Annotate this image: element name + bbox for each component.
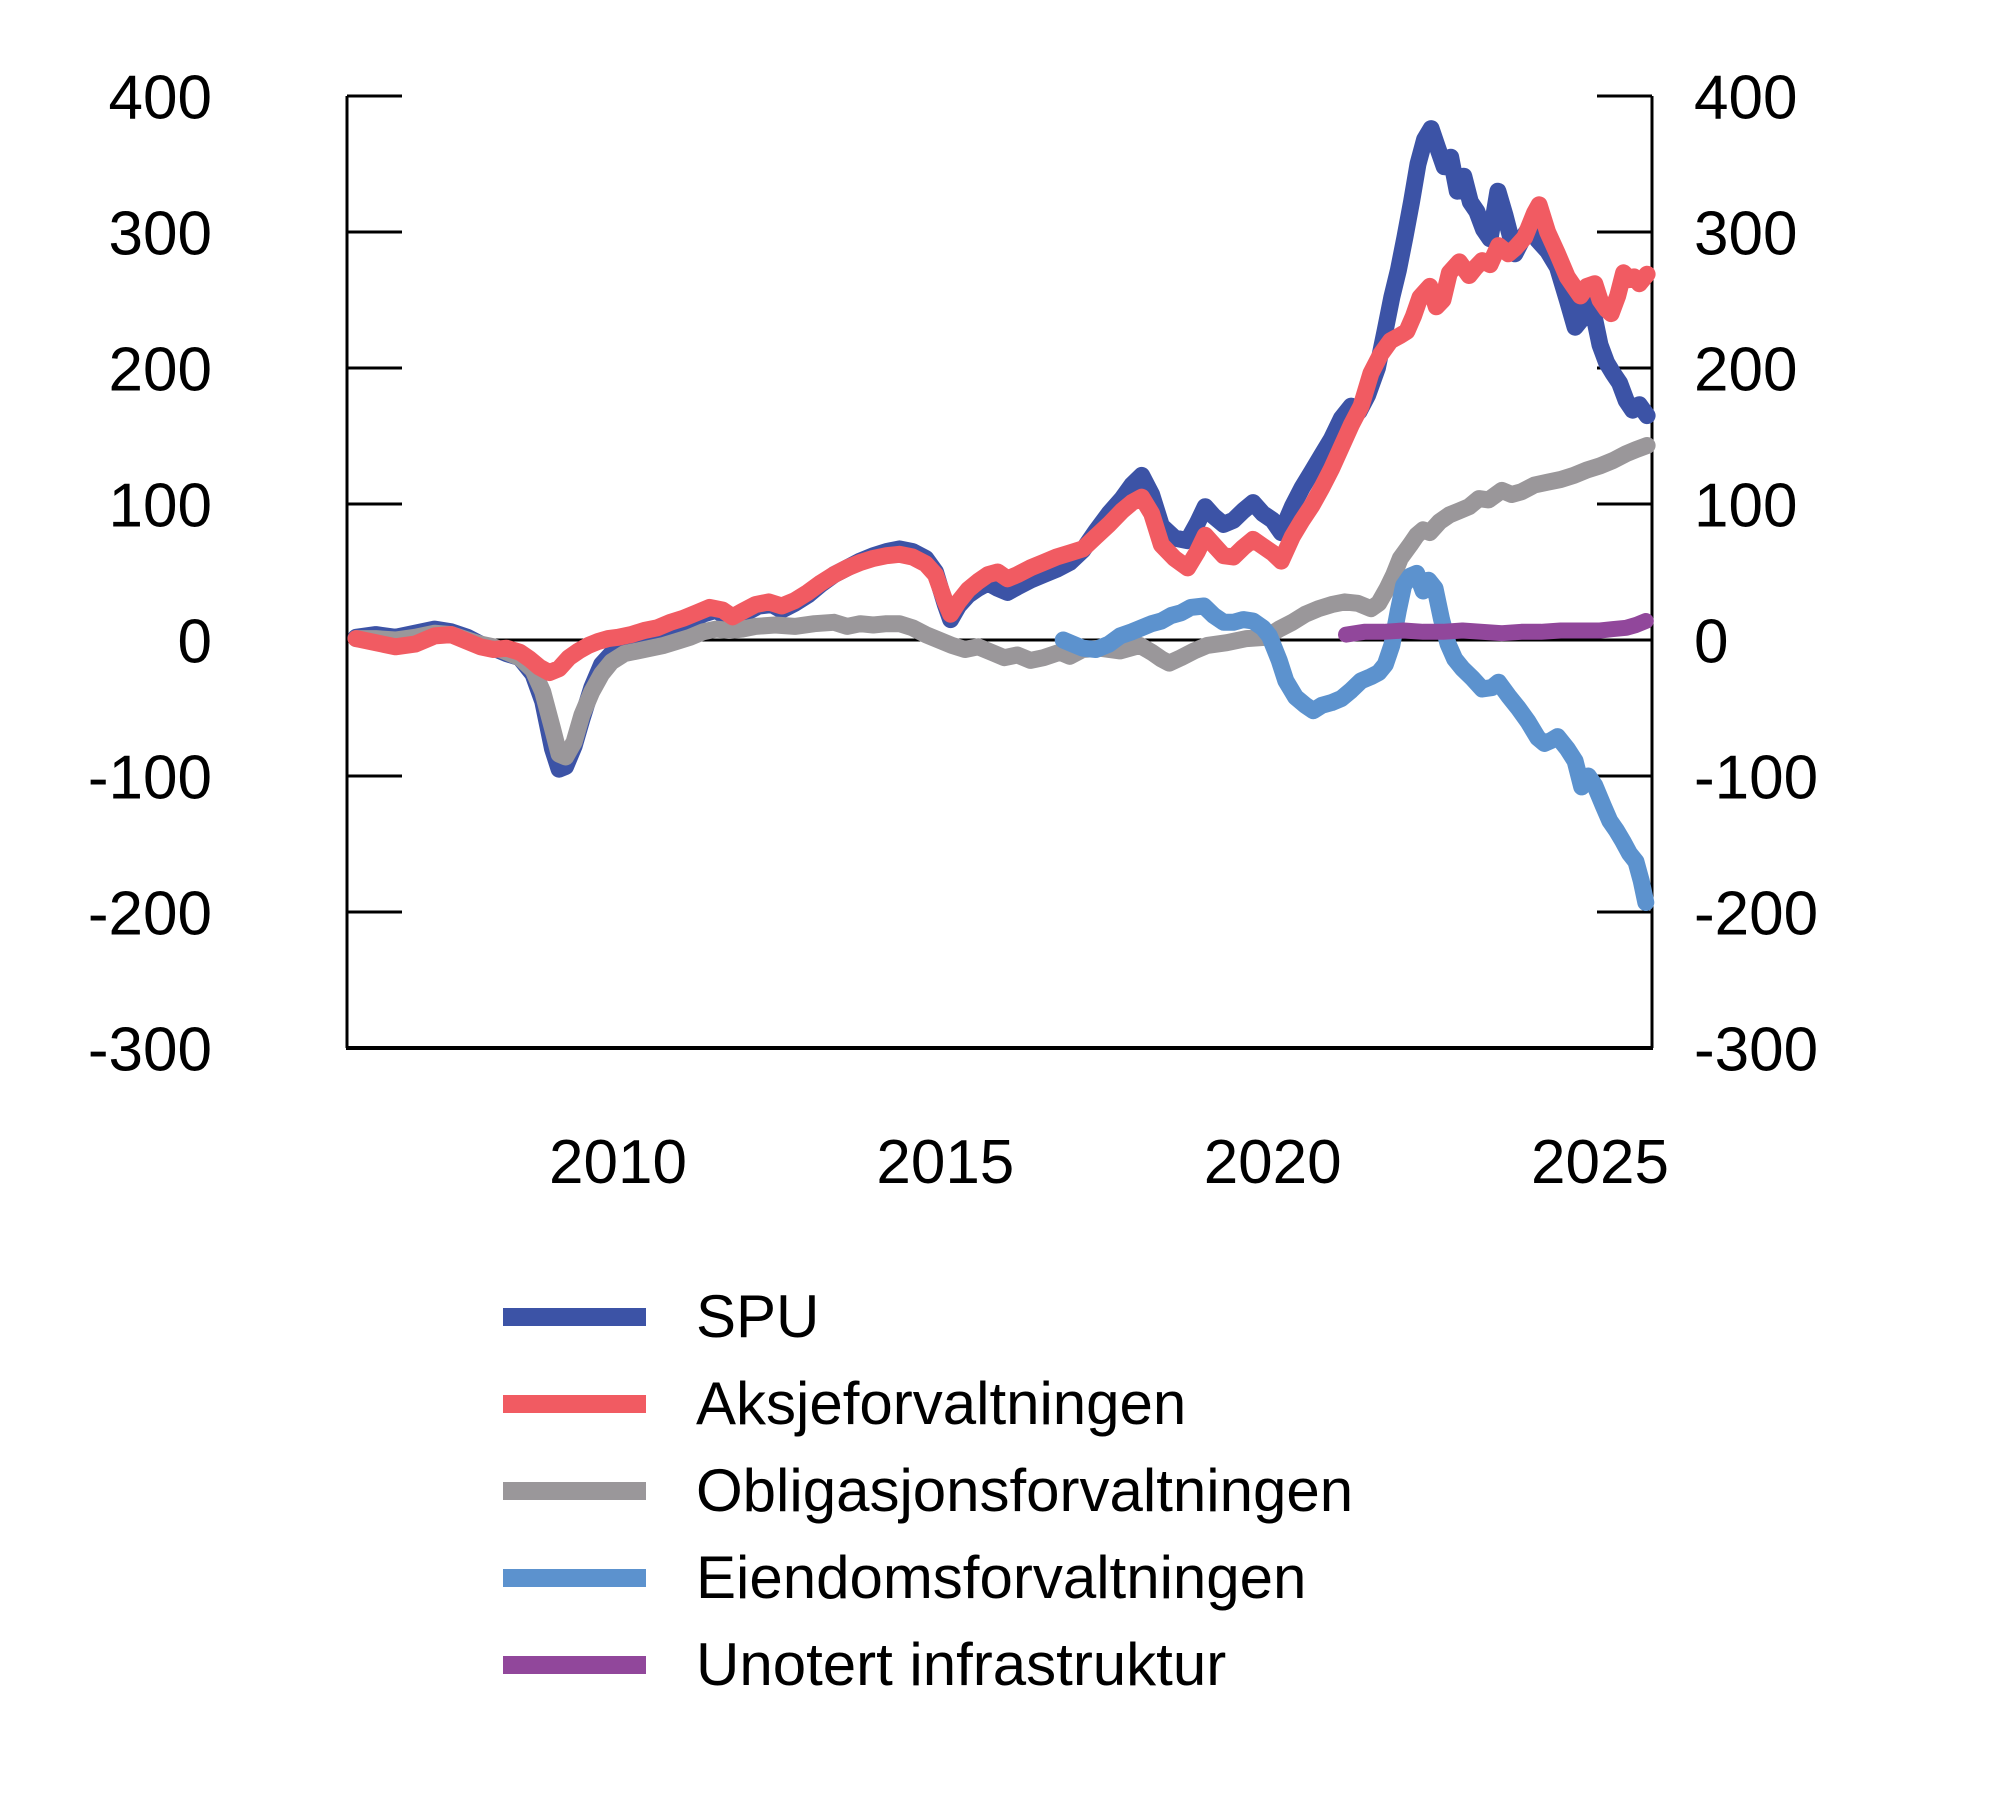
legend-swatch-obligasjonsforvaltningen [503, 1481, 646, 1500]
legend-swatch-eiendomsforvaltningen [503, 1568, 646, 1587]
y-axis-label-right: 0 [1694, 607, 1728, 676]
legend-item-eiendomsforvaltningen: Eiendomsforvaltningen [503, 1546, 1353, 1609]
y-axis-label-left: 300 [109, 199, 212, 268]
series-line-obligasjonsforvaltningen [347, 437, 1656, 766]
y-axis-label-right: -300 [1694, 1015, 1818, 1084]
y-axis-label-left: 400 [109, 63, 212, 132]
y-axis-label-right: 400 [1694, 63, 1797, 132]
y-axis-label-left: -100 [88, 743, 212, 812]
y-axis-label-right: -100 [1694, 743, 1818, 812]
legend-label-aksjeforvaltningen: Aksjeforvaltningen [696, 1370, 1187, 1437]
x-axis-label: 2025 [1531, 1128, 1669, 1197]
chart-legend: SPU Aksjeforvaltningen Obligasjonsforval… [503, 1285, 1353, 1696]
x-axis-label: 2020 [1204, 1128, 1342, 1197]
y-axis-label-right: 200 [1694, 335, 1797, 404]
legend-item-spu: SPU [503, 1285, 1353, 1348]
y-axis-label-left: -200 [88, 879, 212, 948]
legend-label-eiendomsforvaltningen: Eiendomsforvaltningen [696, 1544, 1307, 1611]
legend-label-obligasjonsforvaltningen: Obligasjonsforvaltningen [696, 1457, 1354, 1524]
y-axis-label-left: -300 [88, 1015, 212, 1084]
legend-label-spu: SPU [696, 1283, 820, 1350]
legend-swatch-unotert-infrastruktur [503, 1655, 646, 1674]
x-axis-label: 2015 [876, 1128, 1014, 1197]
legend-item-unotert-infrastruktur: Unotert infrastruktur [503, 1633, 1353, 1696]
series-line-aksjeforvaltningen [347, 196, 1656, 682]
legend-item-aksjeforvaltningen: Aksjeforvaltningen [503, 1372, 1353, 1435]
y-axis-label-left: 200 [109, 335, 212, 404]
y-axis-label-left: 100 [109, 471, 212, 540]
y-axis-label-left: 0 [178, 607, 212, 676]
legend-swatch-spu [503, 1307, 646, 1326]
legend-label-unotert-infrastruktur: Unotert infrastruktur [696, 1631, 1227, 1698]
y-axis-label-right: -200 [1694, 879, 1818, 948]
y-axis-label-right: 100 [1694, 471, 1797, 540]
legend-item-obligasjonsforvaltningen: Obligasjonsforvaltningen [503, 1459, 1353, 1522]
x-axis-label: 2010 [549, 1128, 687, 1197]
series-line-unotert-infrastruktur [1338, 613, 1654, 643]
legend-swatch-aksjeforvaltningen [503, 1394, 646, 1413]
y-axis-label-right: 300 [1694, 199, 1797, 268]
